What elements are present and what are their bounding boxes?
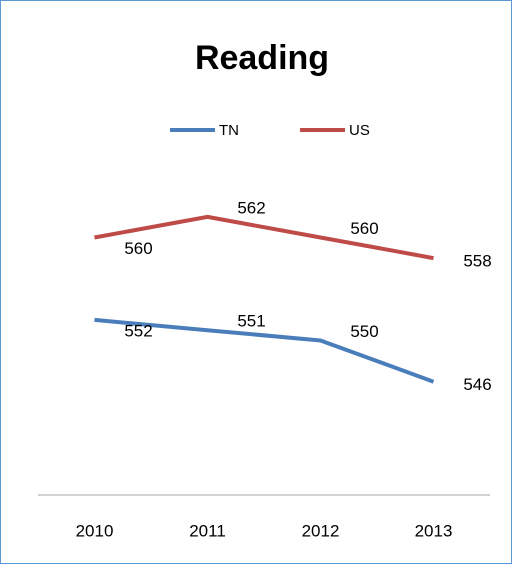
data-label: 551 xyxy=(237,312,265,331)
data-label: 550 xyxy=(350,322,378,341)
data-label: 560 xyxy=(124,239,152,258)
data-label: 546 xyxy=(463,375,491,394)
x-tick-label: 2012 xyxy=(302,521,340,540)
data-label: 560 xyxy=(350,219,378,238)
x-tick-label: 2011 xyxy=(189,521,226,540)
series-line xyxy=(94,317,435,384)
chart-title: Reading xyxy=(195,39,329,77)
series-line xyxy=(94,214,434,261)
x-tick-label: 2013 xyxy=(415,521,453,540)
data-label: 562 xyxy=(237,198,265,217)
legend-label: TN xyxy=(219,122,239,139)
x-tick-label: 2010 xyxy=(76,521,114,540)
data-label: 558 xyxy=(463,252,491,271)
legend-label: US xyxy=(349,122,370,139)
data-label: 552 xyxy=(124,321,152,340)
